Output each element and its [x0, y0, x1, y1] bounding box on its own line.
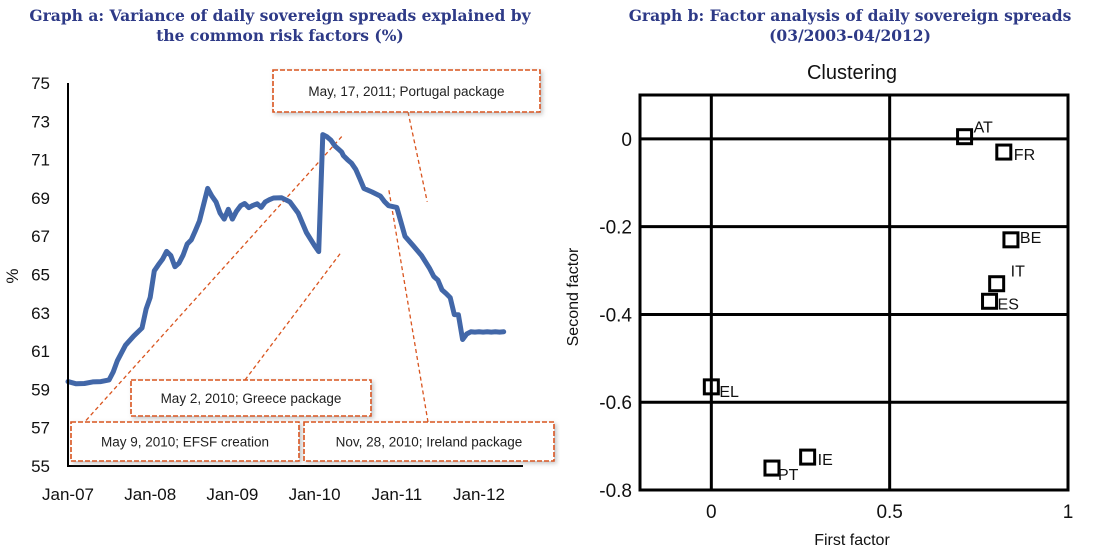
y-tick-label: 67 [31, 227, 50, 246]
annotation-callout: May 9, 2010; EFSF creation [70, 421, 300, 462]
graph-b-title: Graph b: Factor analysis of daily sovere… [600, 6, 1100, 46]
y-axis-label-b: Second factor [565, 247, 582, 346]
annotation-text: May 2, 2010; Greece package [161, 391, 342, 406]
x-tick-label: Jan-08 [124, 485, 176, 504]
point-marker [995, 143, 1013, 161]
y-tick-label: 71 [31, 151, 50, 170]
graph-a-title-line2: the common risk factors (%) [156, 26, 404, 45]
annotation-leader-line [244, 251, 343, 381]
y-tick-label: -0.4 [599, 305, 632, 326]
annotation-callout: May, 17, 2011; Portugal package [272, 69, 541, 113]
graph-a-title: Graph a: Variance of daily sovereign spr… [0, 6, 560, 46]
point-marker [702, 378, 720, 396]
scatter-point-be: BE [1002, 230, 1041, 249]
scatter-point-at: AT [956, 120, 993, 146]
point-label: FR [1014, 147, 1035, 164]
point-marker [956, 128, 974, 146]
y-tick-label: 73 [31, 112, 50, 131]
y-tick-label: 69 [31, 189, 50, 208]
point-marker [988, 275, 1006, 293]
point-marker [1002, 231, 1020, 249]
point-label: EL [719, 384, 739, 401]
point-label: AT [974, 120, 993, 137]
point-marker [799, 448, 817, 466]
x-tick-label: 0 [706, 502, 717, 523]
graph-a-title-line1: Graph a: Variance of daily sovereign spr… [29, 6, 531, 25]
point-marker [763, 459, 781, 477]
x-tick-label: 1 [1063, 502, 1074, 523]
scatter-point-fr: FR [995, 143, 1035, 164]
annotation-callout: May 2, 2010; Greece package [130, 379, 372, 417]
y-tick-label: 75 [31, 74, 50, 93]
y-tick-label: 55 [31, 457, 50, 476]
annotation-leader-line [71, 134, 344, 437]
annotation-leader-line [407, 111, 428, 202]
x-axis-label: First factor [814, 532, 890, 549]
y-tick-label: 61 [31, 342, 50, 361]
scatter-point-es: ES [981, 292, 1019, 313]
x-tick-label: Jan-07 [42, 485, 94, 504]
graph-b-title-line1: Graph b: Factor analysis of daily sovere… [628, 6, 1072, 25]
scatter-point-pt: PT [763, 459, 799, 484]
y-tick-label: 59 [31, 380, 50, 399]
plot-frame [638, 93, 1070, 492]
annotation-callout: Nov, 28, 2010; Ireland package [303, 421, 555, 462]
annotation-text: May 9, 2010; EFSF creation [101, 435, 269, 450]
x-tick-label: Jan-11 [371, 485, 422, 504]
point-label: PT [778, 467, 799, 484]
scatter-point-ie: IE [799, 448, 833, 469]
series-line [65, 132, 507, 387]
annotation-text: May, 17, 2011; Portugal package [308, 84, 504, 99]
point-label: BE [1020, 230, 1041, 247]
point-label: IE [818, 452, 833, 469]
annotation-text: Nov, 28, 2010; Ireland package [336, 435, 523, 450]
point-label: IT [1011, 264, 1025, 281]
x-tick-label: Jan-12 [453, 485, 505, 504]
scatter-title: Clustering [807, 62, 897, 84]
x-tick-label: Jan-09 [206, 485, 258, 504]
annotation-leader-line [387, 188, 429, 423]
x-tick-label: Jan-10 [289, 485, 341, 504]
scatter-point-el: EL [702, 378, 739, 401]
y-tick-label: -0.6 [599, 393, 632, 414]
graph-a-line-chart: % 75 73 71 69 67 65 63 61 59 57 55 Jan-07 Jan-08 Jan… [3, 69, 555, 504]
y-tick-label: -0.2 [599, 218, 632, 239]
annotation-box [70, 421, 300, 462]
annotation-box [272, 69, 541, 113]
y-tick-label: 0 [621, 130, 632, 151]
y-tick-label: 65 [31, 266, 50, 285]
annotation-box [303, 421, 555, 462]
y-tick-label: 63 [31, 304, 50, 323]
y-tick-label: -0.8 [599, 481, 632, 502]
graph-b-title-line2: (03/2003-04/2012) [769, 26, 931, 45]
point-label: ES [998, 296, 1019, 313]
y-axis-label: % [3, 268, 22, 283]
point-marker [981, 292, 999, 310]
annotation-box [130, 379, 372, 417]
x-tick-label: 0.5 [876, 502, 902, 523]
y-tick-label: 57 [31, 419, 50, 438]
scatter-point-it: IT [988, 264, 1025, 293]
